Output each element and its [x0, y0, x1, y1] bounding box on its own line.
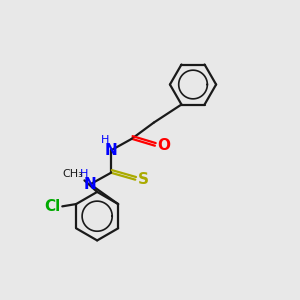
Text: H: H [101, 135, 110, 145]
Text: N: N [83, 177, 96, 192]
Text: O: O [157, 138, 170, 153]
Text: H: H [80, 169, 88, 179]
Text: N: N [105, 143, 117, 158]
Text: S: S [138, 172, 148, 187]
Text: Cl: Cl [44, 199, 60, 214]
Text: CH₃: CH₃ [62, 169, 83, 179]
